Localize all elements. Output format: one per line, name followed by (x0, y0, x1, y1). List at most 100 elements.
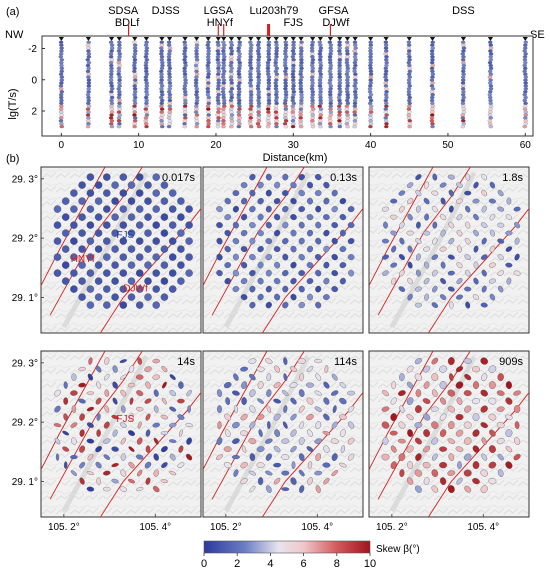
period-point (283, 61, 288, 65)
lat-tick-label: 29. 3° (12, 174, 38, 185)
phase-tensor-ellipse (448, 221, 455, 229)
phase-tensor-ellipse (144, 181, 152, 189)
period-point (109, 122, 114, 126)
phase-tensor-ellipse (274, 229, 281, 237)
period-point (86, 61, 92, 65)
period-point (488, 110, 493, 114)
phase-tensor-ellipse (497, 453, 504, 461)
period-point (430, 55, 435, 59)
phase-tensor-ellipse (169, 374, 176, 380)
period-point (59, 43, 64, 47)
period-point (406, 46, 412, 50)
phase-tensor-ellipse (315, 237, 322, 245)
phase-tensor-ellipse (152, 221, 160, 229)
phase-tensor-ellipse (323, 245, 330, 253)
period-point (406, 52, 412, 56)
period-point (367, 90, 373, 94)
period-point (85, 63, 91, 68)
period-point (194, 66, 199, 71)
phase-tensor-ellipse (145, 429, 151, 437)
phase-tensor-ellipse (406, 198, 414, 205)
period-point (143, 78, 149, 82)
period-point (195, 95, 200, 100)
period-point (206, 119, 211, 123)
period-point (228, 107, 234, 111)
phase-tensor-ellipse (472, 398, 480, 405)
period-point (283, 69, 288, 73)
phase-tensor-ellipse (390, 198, 398, 204)
period-point (523, 75, 529, 79)
period-point (249, 104, 254, 108)
period-point (216, 93, 221, 97)
period-point (310, 81, 315, 85)
period-point (318, 125, 323, 129)
period-point (194, 52, 199, 56)
phase-tensor-ellipse (224, 262, 232, 269)
fault-line (262, 391, 363, 517)
phase-tensor-ellipse (257, 261, 264, 269)
period-point (221, 40, 226, 44)
station-marker (460, 37, 467, 41)
ridge-relief (61, 355, 149, 513)
period-point (328, 93, 333, 97)
phase-tensor-ellipse (265, 269, 272, 277)
period-point (166, 69, 172, 73)
period-point (236, 46, 241, 50)
period-point (368, 98, 374, 103)
period-point (221, 52, 226, 56)
station-marker (182, 37, 188, 41)
period-point (328, 125, 333, 129)
phase-tensor-ellipse (120, 453, 126, 461)
phase-tensor-ellipse (95, 461, 102, 469)
period-point (523, 46, 528, 50)
phase-tensor-ellipse (127, 293, 136, 301)
period-point (338, 90, 343, 94)
phase-tensor-ellipse (498, 285, 504, 293)
phase-tensor-ellipse (464, 286, 472, 292)
period-point (109, 69, 114, 73)
period-point (344, 87, 350, 91)
phase-tensor-ellipse (464, 453, 472, 461)
phase-tensor-ellipse (382, 390, 389, 397)
period-point (328, 52, 333, 56)
phase-tensor-ellipse (256, 446, 265, 452)
phase-tensor-ellipse (119, 205, 128, 213)
period-point (328, 78, 333, 82)
period-point (159, 46, 164, 50)
phase-tensor-ellipse (290, 293, 297, 301)
period-point (248, 84, 254, 88)
phase-tensor-ellipse (448, 205, 454, 213)
period-point (255, 87, 261, 91)
period-point (167, 101, 172, 105)
period-point (407, 104, 412, 108)
phase-tensor-ellipse (456, 262, 463, 269)
phase-tensor-ellipse (78, 213, 86, 221)
phase-tensor-ellipse (86, 285, 95, 293)
period-point (221, 107, 226, 111)
phase-tensor-ellipse (347, 254, 355, 261)
period-point (256, 104, 261, 108)
period-point (407, 95, 412, 100)
phase-tensor-ellipse (298, 405, 305, 413)
period-point (461, 119, 466, 123)
phase-tensor-ellipse (104, 405, 110, 413)
phase-tensor-ellipse (456, 213, 463, 221)
phase-tensor-ellipse (160, 181, 169, 189)
period-point (291, 101, 297, 105)
phase-tensor-ellipse (463, 358, 472, 364)
phase-tensor-ellipse (440, 197, 446, 205)
period-point (144, 113, 150, 117)
period-point (430, 72, 436, 76)
phase-tensor-ellipse (298, 173, 305, 181)
period-point (298, 63, 304, 68)
phase-tensor-ellipse (431, 190, 439, 196)
phase-tensor-ellipse (339, 462, 347, 468)
phase-tensor-ellipse (233, 469, 239, 477)
phase-tensor-ellipse (54, 389, 61, 397)
phase-tensor-ellipse (423, 477, 430, 485)
phase-tensor-ellipse (257, 245, 264, 253)
period-point (229, 119, 235, 123)
period-point (144, 66, 149, 71)
period-point (406, 113, 411, 117)
period-point (290, 49, 296, 53)
